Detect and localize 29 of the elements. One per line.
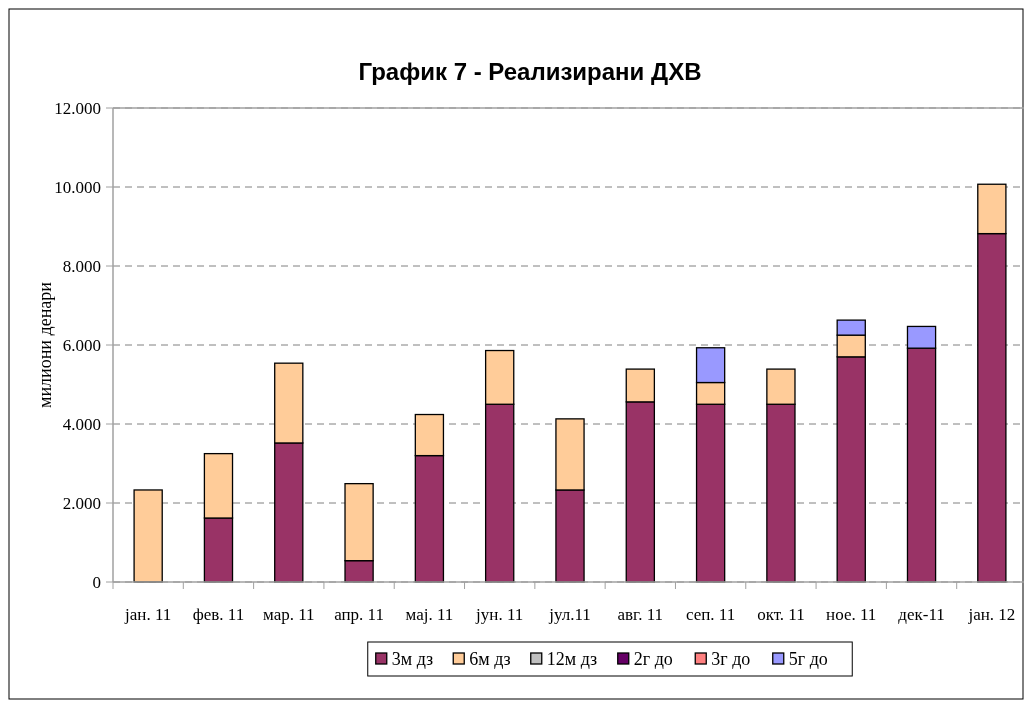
x-tick-label: јан. 11 <box>124 605 172 624</box>
x-tick-label: мај. 11 <box>405 605 454 624</box>
x-tick-label: мар. 11 <box>262 605 315 624</box>
bar <box>133 489 163 583</box>
legend-label: 12м дз <box>546 649 598 670</box>
y-tick-label: 12.000 <box>54 98 101 118</box>
x-tick-label: ное. 11 <box>826 605 877 624</box>
y-tick-label: 4.000 <box>62 414 101 434</box>
x-tick-label: апр. 11 <box>334 605 384 624</box>
x-tick-label: јун. 11 <box>475 605 524 624</box>
y-tick-label: 10.000 <box>54 177 101 197</box>
legend-label: 6м дз <box>469 649 511 670</box>
legend-label: 2г до <box>633 649 673 670</box>
x-tick-label: окт. 11 <box>757 605 805 624</box>
x-tick-label: јул.11 <box>548 605 591 624</box>
y-tick-label: 2.000 <box>62 493 101 513</box>
chart-title: График 7 - Реализирани ДХВ <box>358 58 702 85</box>
legend-label: 3м дз <box>391 649 434 670</box>
y-tick-label: 6.000 <box>62 335 101 355</box>
y-tick-label: 8.000 <box>62 256 101 276</box>
y-tick-label: 0 <box>92 572 101 592</box>
x-tick-label: авг. 11 <box>617 605 664 624</box>
legend-label: 3г до <box>711 649 751 670</box>
y-axis-title: милиони денари <box>35 281 55 408</box>
x-tick-label: фев. 11 <box>192 605 245 624</box>
x-tick-label: сеп. 11 <box>685 605 736 624</box>
x-tick-label: дек-11 <box>898 605 945 624</box>
x-tick-label: јан. 12 <box>967 605 1016 624</box>
legend-label: 5г до <box>788 649 828 670</box>
